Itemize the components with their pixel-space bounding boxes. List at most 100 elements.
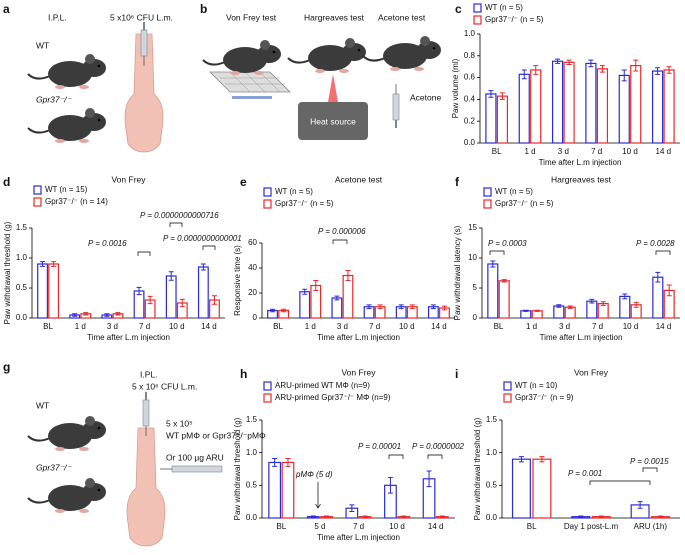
error-bar [387,476,393,494]
bar [342,274,354,319]
panel-label: e [240,175,247,189]
route-label: I.PL. [140,369,157,379]
error-bar [588,59,594,68]
bar [630,65,642,144]
error-bar [499,92,505,100]
error-bar [622,293,628,300]
error-bar [409,304,415,310]
significance-bracket [489,250,505,255]
x-tick-label: 1 d [526,322,537,331]
cells-label: 5 x 10⁵ [166,418,193,428]
significance-bracket [642,467,658,472]
error-bar [147,295,153,305]
x-tick-label: 3 d [558,147,569,156]
error-bar [633,59,639,72]
bar [663,69,675,144]
error-bar [324,515,330,518]
legend-label: Gpr37⁻/⁻ (n = 5) [275,199,334,208]
mouse-icon [202,39,282,76]
significance-bracket [332,239,348,244]
heat-label: Heat source [310,116,356,126]
error-bar [430,304,436,310]
y-tick-label: 40 [248,263,257,272]
significance-bracket [169,222,183,227]
y-tick-label: 20 [248,288,257,297]
illustration-g: I.PL. 5 x 10⁶ CFU L.m. WT Gpr37⁻/⁻ 5 x 1… [27,369,266,547]
error-bar [556,304,562,308]
y-tick-label: 0.0 [486,513,498,522]
bar [165,275,177,319]
dose-label: 5 x10⁶ CFU L.m. [110,12,173,22]
annotation-arrow [315,482,321,509]
mouse-icon [27,53,107,90]
heat-beam [328,74,338,102]
x-tick-label: 10 d [169,322,185,331]
y-tick-label: 0.0 [16,313,28,322]
error-bar [658,515,664,518]
y-tick-label: 5 [473,283,478,292]
illustration-b: Von Frey test Hargreaves test Acetone te… [202,12,442,140]
panel-label: h [240,367,247,381]
x-tick-label: 7 d [369,322,380,331]
bar [331,297,343,319]
y-tick-label: 1.0 [246,448,258,457]
y-tick-label: 1.0 [486,448,498,457]
error-bar [345,270,351,281]
error-bar [40,261,46,267]
legend-label: WT (n = 5) [485,3,523,12]
significance-bracket [655,250,671,255]
annotation: P = 0.0000002 [412,442,465,451]
significance-bracket [137,251,151,256]
chart-title: Von Frey [574,367,609,377]
y-tick-label: 0 [253,313,258,322]
mouse-icon [362,35,442,72]
panel-label: d [3,175,10,189]
error-bar [439,515,445,518]
y-tick-label: 0.8 [464,51,476,60]
test-label: Von Frey test [226,12,277,22]
annotation: P = 0.001 [568,469,602,478]
syringe-icon [171,465,223,473]
error-bar [136,286,142,296]
legend-swatch [473,15,482,25]
error-bar [533,65,539,75]
legend-swatch [473,3,482,13]
bar [496,95,509,144]
y-axis-label: Paw withdrawal threshold (g) [3,221,12,324]
error-bar [349,504,355,512]
error-bar [441,305,447,311]
x-tick-label: 10 d [399,322,415,331]
legend-swatch [263,199,272,209]
error-bar [523,309,529,312]
error-bar [366,304,372,310]
chart-title: Acetone test [335,174,383,184]
x-tick-label: 3 d [107,322,118,331]
error-bar [285,458,291,467]
y-tick-label: 0.4 [464,95,476,104]
ko-label: Gpr37⁻/⁻ [36,462,72,472]
legend-swatch [33,197,42,207]
mouse-icon [27,415,107,452]
x-tick-label: 14 d [428,522,444,531]
annotation: P = 0.0016 [88,239,127,248]
error-bar [599,65,605,73]
x-tick-label: 1 d [75,322,86,331]
y-tick-label: 0.6 [464,73,476,82]
test-label: Hargreaves test [304,12,365,22]
error-bar [666,66,672,74]
bar [651,70,664,144]
panel-label: b [200,2,207,16]
x-tick-label: 14 d [656,147,672,156]
x-tick-label: 10 d [389,522,405,531]
error-bar [566,59,572,66]
y-tick-label: 1.5 [16,223,28,232]
x-tick-label: BL [527,522,537,531]
error-bar [362,515,368,518]
mouse-icon [27,477,107,514]
dose-label: 5 x 10⁶ CFU L.m. [132,381,197,391]
error-bar [313,280,319,291]
y-tick-label: 1.0 [464,29,476,38]
bar [268,461,282,519]
bar [487,263,499,319]
legend-label: Gpr37⁻/⁻ (n = 5) [495,199,554,208]
